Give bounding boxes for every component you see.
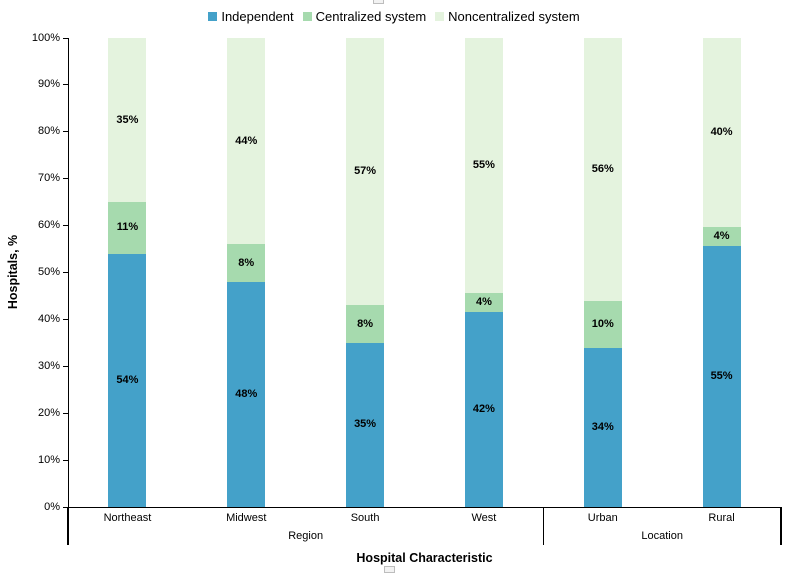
x-category-label: Urban [587,512,618,524]
x-axis-title: Hospital Characteristic [356,551,493,565]
legend-item-centralized-system[interactable]: Centralized system [302,8,427,24]
y-tick-mark [63,318,68,320]
bar-value-label: 11% [116,221,139,234]
bar-segment-noncentralized-system-south[interactable] [346,38,385,306]
bar-segment-centralized-system-south[interactable] [346,305,385,343]
bar-value-label: 42% [472,402,495,415]
bar-segment-independent-south[interactable] [346,342,385,507]
y-tick-mark [63,178,68,180]
bar-value-label: 55% [472,159,495,172]
bar-segment-centralized-system-northeast[interactable] [108,202,147,254]
y-tick-label: 100% [31,31,60,44]
bar-segment-noncentralized-system-west[interactable] [464,38,503,294]
category-group-divider [67,507,69,545]
y-tick-mark [63,506,68,508]
y-tick-label: 60% [37,219,60,232]
bar-value-label: 8% [238,256,255,269]
category-group-divider [780,507,782,545]
bar-segment-independent-midwest[interactable] [227,281,266,507]
y-tick-mark [63,225,68,227]
bar-segment-noncentralized-system-rural[interactable] [702,38,741,228]
y-tick-mark [63,272,68,273]
chart-selection-handle-top[interactable] [373,0,384,4]
category-group-label-region: Region [288,530,324,542]
y-tick-label: 70% [37,172,60,185]
legend-item-noncentralized-system[interactable]: Noncentralized system [435,9,580,24]
bar-value-label: 48% [235,387,258,400]
y-tick-label: 40% [37,312,60,325]
y-tick-label: 0% [44,500,60,513]
y-axis-line [68,38,70,507]
y-tick-label: 50% [37,266,60,278]
bar-value-label: 34% [591,420,614,433]
y-tick-label: 10% [37,453,60,466]
legend-swatch-icon [302,11,312,21]
x-axis-line [68,507,781,509]
bar-value-label: 54% [116,373,139,386]
category-group-label-location: Location [641,530,683,542]
bar-value-label: 40% [710,126,733,139]
bar-value-label: 4% [475,296,492,309]
bar-segment-centralized-system-west[interactable] [464,293,503,312]
bar-value-label: 55% [710,370,733,383]
bar-value-label: 4% [713,230,730,243]
bar-segment-centralized-system-urban[interactable] [583,300,622,348]
y-tick-mark [63,459,68,461]
y-tick-label: 80% [37,125,60,138]
bar-segment-independent-rural[interactable] [702,246,741,507]
bar-segment-independent-urban[interactable] [583,347,622,507]
legend-label: Independent [221,8,294,24]
bar-value-label: 10% [591,317,614,330]
bar-segment-noncentralized-system-northeast[interactable] [108,38,147,203]
x-category-label: West [471,512,497,524]
y-tick-mark [63,37,68,39]
y-tick-label: 20% [37,406,60,419]
y-tick-label: 90% [37,78,60,91]
legend-label: Centralized system [315,8,427,24]
bar-value-label: 8% [357,317,374,330]
legend-swatch-icon [435,11,445,21]
x-category-label: Midwest [226,512,267,524]
x-category-label: Rural [708,512,735,524]
bar-segment-independent-northeast[interactable] [108,253,147,507]
bar-segment-noncentralized-system-urban[interactable] [583,38,622,301]
bar-segment-noncentralized-system-midwest[interactable] [227,38,266,245]
y-tick-mark [63,131,68,133]
bar-value-label: 57% [354,165,377,178]
y-tick-mark [63,412,68,414]
x-category-label: South [350,512,380,524]
legend-swatch-icon [208,11,218,21]
bar-value-label: 56% [591,162,614,175]
bar-value-label: 44% [235,134,258,147]
chart-legend: Independent Centralized system Noncentrali… [0,7,788,25]
bar-value-label: 35% [116,113,139,126]
bar-segment-centralized-system-midwest[interactable] [227,244,266,282]
bar-segment-independent-west[interactable] [464,311,503,507]
legend-label: Noncentralized system [448,8,580,24]
y-tick-mark [63,365,68,367]
legend-item-independent[interactable]: Independent [208,8,294,24]
category-group-divider [542,507,545,545]
x-category-label: Northeast [103,512,152,524]
y-tick-mark [63,84,68,86]
bar-value-label: 35% [354,418,377,431]
y-tick-label: 30% [37,359,60,372]
bar-segment-centralized-system-rural[interactable] [702,227,741,247]
